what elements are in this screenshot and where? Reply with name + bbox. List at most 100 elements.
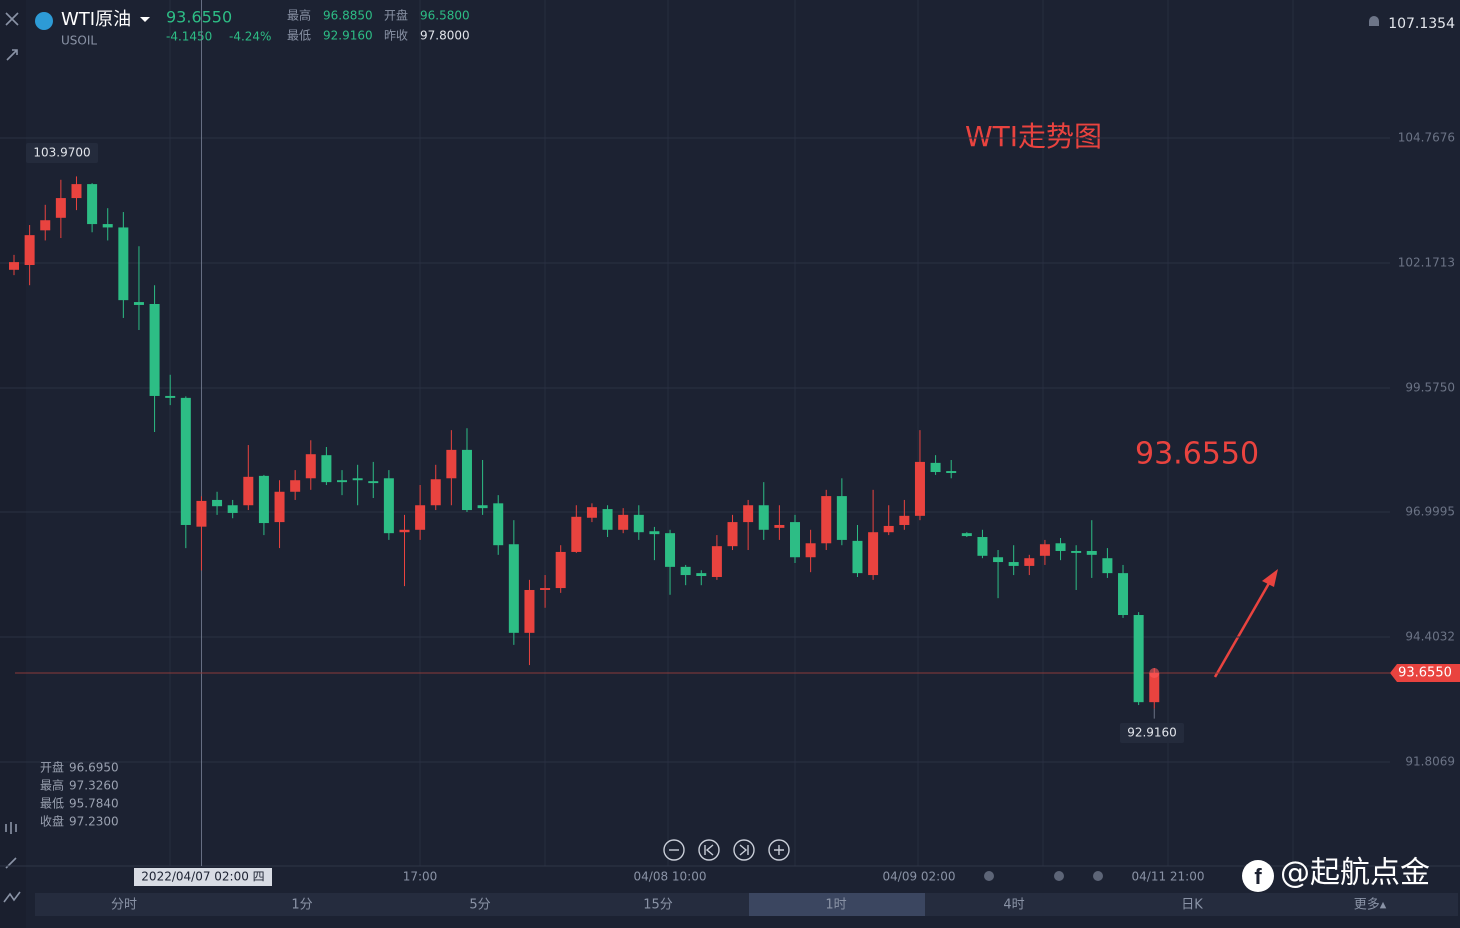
stat-key: 最低 xyxy=(287,29,311,43)
candle-body xyxy=(1055,543,1066,551)
tab[interactable]: 1时 xyxy=(825,898,846,913)
candle-body xyxy=(633,514,644,533)
candle-body xyxy=(368,481,379,484)
y-tick-label: 94.4032 xyxy=(1405,630,1455,644)
candle-body xyxy=(258,475,269,524)
candle-body xyxy=(790,522,800,558)
candle-body xyxy=(461,449,472,511)
last-price-label: 93.6550 xyxy=(1398,666,1452,681)
indicator-icon[interactable] xyxy=(5,822,17,834)
y-tick-label: 104.7676 xyxy=(1398,131,1455,145)
candle-body xyxy=(1086,550,1097,555)
y-tick-label: 91.8069 xyxy=(1405,755,1455,769)
tab-active xyxy=(749,893,925,916)
candle-body xyxy=(946,471,957,473)
x-tick-label: 17:00 xyxy=(403,870,438,884)
y-tick-label: 96.9995 xyxy=(1405,505,1455,519)
zoom-in[interactable] xyxy=(768,839,790,861)
arrow-head xyxy=(1262,569,1278,587)
candle-body xyxy=(711,546,722,577)
candle-body xyxy=(586,507,597,518)
y-tick-label: 102.1713 xyxy=(1398,256,1455,270)
tab[interactable]: 日K xyxy=(1181,898,1203,913)
candle-body xyxy=(727,522,738,547)
header-price: 93.6550 xyxy=(166,8,232,27)
stat-value: 92.9160 xyxy=(323,29,373,43)
symbol-icon xyxy=(35,12,53,30)
y-tick-label: 99.5750 xyxy=(1405,381,1455,395)
candle-body xyxy=(274,491,285,523)
high-label: 103.9700 xyxy=(33,146,90,160)
symbol-name[interactable]: WTI原油 xyxy=(61,9,131,30)
step-forward[interactable] xyxy=(733,839,755,861)
candle-body xyxy=(555,551,566,589)
info-key: 最低 xyxy=(40,797,64,811)
candle-body xyxy=(118,227,129,301)
tab[interactable]: 15分 xyxy=(643,898,673,913)
candle-body xyxy=(540,588,551,590)
high-label-box xyxy=(26,143,98,163)
crosshair-time: 2022/04/07 02:00 四 xyxy=(141,870,264,884)
close-icon[interactable] xyxy=(5,12,19,26)
zoom-out[interactable] xyxy=(663,839,685,861)
candle-body xyxy=(430,479,441,506)
candle-body xyxy=(524,589,535,633)
candle-body xyxy=(1008,562,1019,566)
tab[interactable]: 更多▴ xyxy=(1354,897,1387,913)
candle-body xyxy=(1133,615,1144,703)
symbol-code: USOIL xyxy=(61,34,97,48)
info-key: 开盘 xyxy=(40,760,64,775)
x-tick-label: 04/09 02:00 xyxy=(883,870,956,884)
candle-body xyxy=(133,302,144,305)
trend-icon[interactable] xyxy=(3,891,21,903)
watermark-logo-f: f xyxy=(1254,864,1262,889)
stat-value: 96.8850 xyxy=(323,9,373,23)
candle-body xyxy=(961,533,972,537)
candle-body xyxy=(836,496,847,540)
candle-body xyxy=(9,262,19,270)
scroll-dots xyxy=(984,871,1103,881)
stat-key: 昨收 xyxy=(384,29,408,43)
low-label: 92.9160 xyxy=(1127,726,1177,740)
price-annotation: 93.6550 xyxy=(1135,437,1259,472)
candle-body xyxy=(680,566,691,576)
candle-body xyxy=(852,540,863,574)
candle-body xyxy=(477,505,488,509)
candle-body xyxy=(758,505,769,530)
candle-body xyxy=(868,532,879,576)
dropdown[interactable] xyxy=(140,17,150,22)
candle-body xyxy=(665,533,676,567)
step-back[interactable] xyxy=(698,839,720,861)
candle-body xyxy=(743,505,754,523)
candle-body xyxy=(805,543,816,558)
vertical-grid xyxy=(169,0,1294,866)
chart-title: WTI走势图 xyxy=(965,120,1102,153)
candle-body xyxy=(40,220,51,231)
candle-body xyxy=(55,198,66,218)
info-value: 96.6950 xyxy=(69,761,119,775)
candle-body xyxy=(352,478,363,481)
candle-body xyxy=(696,573,707,577)
tab[interactable]: 4时 xyxy=(1003,898,1024,913)
candle-body xyxy=(508,544,519,633)
tab[interactable]: 5分 xyxy=(469,898,490,913)
candle-body xyxy=(337,480,348,483)
candle-body xyxy=(446,449,457,479)
candle-body xyxy=(1071,550,1082,553)
candle-body xyxy=(305,454,316,479)
info-value: 97.2300 xyxy=(69,815,119,829)
candle-body xyxy=(1149,673,1160,703)
tab[interactable]: 1分 xyxy=(291,898,312,913)
tab-bar xyxy=(35,893,1458,916)
candle-body xyxy=(212,499,223,507)
candle-body xyxy=(243,476,254,506)
expand-icon[interactable] xyxy=(6,49,18,61)
tab[interactable]: 分时 xyxy=(111,898,137,913)
candle-body xyxy=(290,480,301,492)
candle-body xyxy=(227,505,238,513)
info-key: 收盘 xyxy=(40,814,64,829)
candle-body xyxy=(602,509,613,530)
candle-body xyxy=(571,516,582,552)
bell-icon[interactable] xyxy=(1369,16,1379,26)
